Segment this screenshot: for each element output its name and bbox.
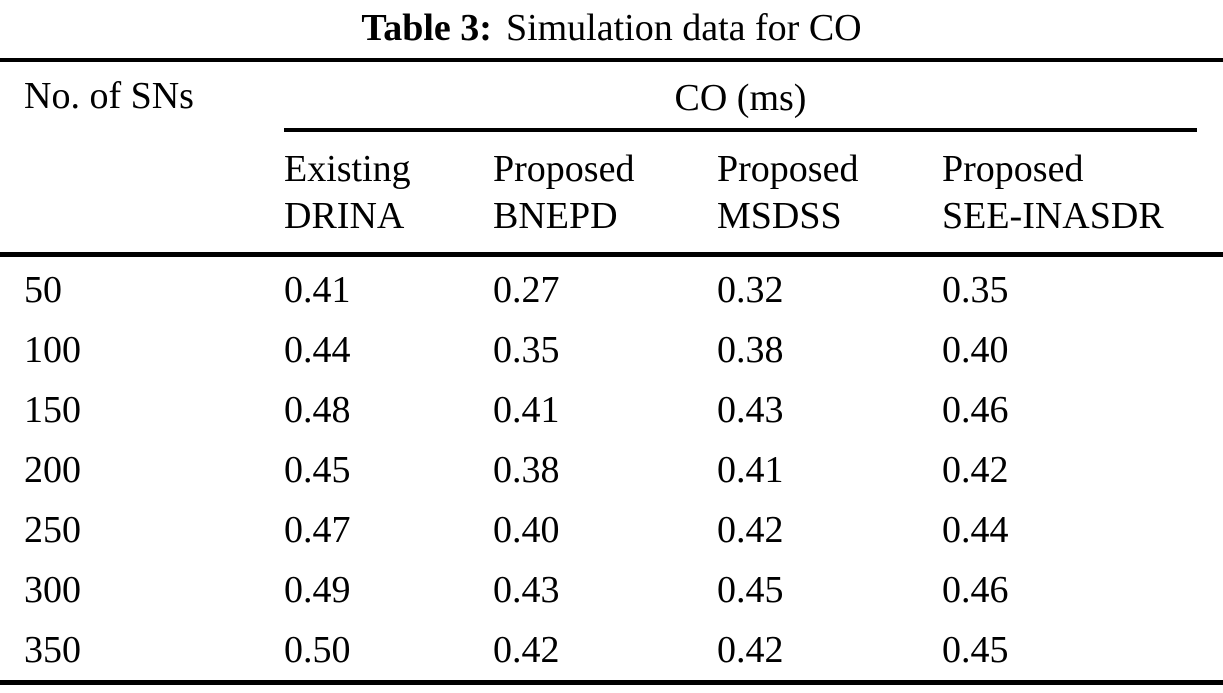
co-value-cell: 0.44 — [284, 329, 351, 371]
table-caption-number: Table 3: — [361, 7, 492, 49]
column-headers-row: Existing DRINA Proposed BNEPD Proposed M… — [284, 132, 1223, 252]
sns-count-cell: 250 — [24, 509, 81, 551]
table-header: No. of SNs CO (ms) Existing DRINA Propos… — [0, 62, 1223, 252]
co-value-cell: 0.41 — [493, 389, 560, 431]
column-header-line1: Proposed — [717, 148, 859, 190]
co-value-cell: 0.42 — [493, 629, 560, 671]
column-header-line1: Proposed — [942, 148, 1084, 190]
co-value-cell: 0.50 — [284, 629, 351, 671]
table-row: 250 0.47 0.40 0.42 0.44 — [24, 500, 1223, 560]
co-value-cell: 0.49 — [284, 569, 351, 611]
co-value-cell: 0.46 — [942, 569, 1009, 611]
co-value-cell: 0.44 — [942, 509, 1009, 551]
co-value-cell: 0.47 — [284, 509, 351, 551]
column-header-proposed-bnepd: Proposed BNEPD — [493, 132, 717, 252]
co-value-cell: 0.40 — [942, 329, 1009, 371]
table-row: 150 0.48 0.41 0.43 0.46 — [24, 380, 1223, 440]
co-value-cell: 0.46 — [942, 389, 1009, 431]
co-value-cell: 0.42 — [717, 509, 784, 551]
column-header-line2: MSDSS — [717, 195, 842, 237]
co-value-cell: 0.40 — [493, 509, 560, 551]
co-value-cell: 0.32 — [717, 269, 784, 311]
co-value-cell: 0.27 — [493, 269, 560, 311]
sns-count-cell: 200 — [24, 449, 81, 491]
column-header-proposed-see-inasdr: Proposed SEE-INASDR — [942, 132, 1223, 252]
column-header-line1: Existing — [284, 148, 411, 190]
table-row: 100 0.44 0.35 0.38 0.40 — [24, 320, 1223, 380]
column-header-line2: DRINA — [284, 195, 405, 237]
sns-count-cell: 100 — [24, 329, 81, 371]
co-value-cell: 0.41 — [717, 449, 784, 491]
co-value-cell: 0.38 — [717, 329, 784, 371]
sns-count-cell: 350 — [24, 629, 81, 671]
sns-count-cell: 150 — [24, 389, 81, 431]
co-value-cell: 0.45 — [284, 449, 351, 491]
group-header-co-ms: CO (ms) — [284, 62, 1197, 132]
bottom-rule — [0, 680, 1223, 685]
co-value-cell: 0.43 — [717, 389, 784, 431]
column-header-line2: SEE-INASDR — [942, 195, 1164, 237]
co-value-cell: 0.35 — [493, 329, 560, 371]
co-value-cell: 0.41 — [284, 269, 351, 311]
co-value-cell: 0.43 — [493, 569, 560, 611]
table-row: 300 0.49 0.43 0.45 0.46 — [24, 560, 1223, 620]
row-header-no-of-sns: No. of SNs — [24, 75, 194, 117]
column-header-proposed-msdss: Proposed MSDSS — [717, 132, 942, 252]
column-header-existing-drina: Existing DRINA — [284, 132, 493, 252]
co-value-cell: 0.45 — [942, 629, 1009, 671]
sns-count-cell: 300 — [24, 569, 81, 611]
top-rule — [0, 58, 1223, 62]
table-row: 200 0.45 0.38 0.41 0.42 — [24, 440, 1223, 500]
header-body-divider-rule — [0, 252, 1223, 257]
co-value-cell: 0.48 — [284, 389, 351, 431]
co-value-cell: 0.42 — [942, 449, 1009, 491]
co-value-cell: 0.35 — [942, 269, 1009, 311]
table-caption-text: Simulation data for CO — [505, 7, 862, 49]
co-value-cell: 0.45 — [717, 569, 784, 611]
table-caption: Table 3: Simulation data for CO — [0, 0, 1223, 58]
table-row: 50 0.41 0.27 0.32 0.35 — [24, 260, 1223, 320]
sns-count-cell: 50 — [24, 269, 62, 311]
co-column-group: CO (ms) Existing DRINA Proposed BNEPD Pr… — [284, 62, 1223, 252]
co-value-cell: 0.42 — [717, 629, 784, 671]
co-value-cell: 0.38 — [493, 449, 560, 491]
column-header-line1: Proposed — [493, 148, 635, 190]
table-body: 50 0.41 0.27 0.32 0.35 100 0.44 0.35 0.3… — [0, 257, 1223, 680]
column-header-line2: BNEPD — [493, 195, 618, 237]
table-row: 350 0.50 0.42 0.42 0.45 — [24, 620, 1223, 680]
